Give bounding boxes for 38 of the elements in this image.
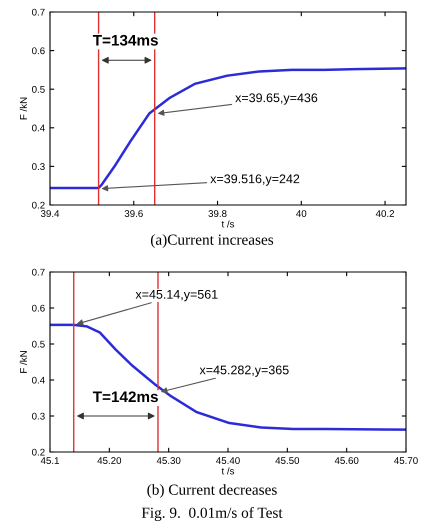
annotation: T=142ms (92, 391, 158, 402)
y-axis-title: F /kN (20, 98, 27, 120)
x-tick-label: 40.2 (376, 210, 394, 217)
x-tick-label: 45.30 (156, 457, 180, 464)
x-tick-label: 45.20 (97, 457, 122, 464)
x-tick-label: 45.70 (394, 457, 418, 464)
y-tick-label: 0.3 (32, 412, 45, 420)
line-series (50, 324, 406, 431)
x-tick-label: 40 (296, 210, 306, 217)
text: (b) Current decreases (147, 484, 277, 498)
y-tick-label: 0.3 (32, 163, 45, 170)
y-tick-label: 0.2 (32, 448, 45, 456)
x-tick-label: 45.60 (334, 457, 358, 464)
annotation: x=45.282,y=365 (200, 366, 289, 377)
annotation: x=39.516,y=242 (210, 174, 300, 186)
y-axis-title: F /kN (20, 351, 27, 373)
y-tick-label: 0.7 (32, 268, 45, 276)
x-tick-label: 39.8 (208, 210, 227, 217)
y-tick-label: 0.5 (32, 340, 45, 348)
x-tick-label: 45.40 (216, 457, 240, 464)
x-tick-label: 45.50 (275, 457, 300, 464)
y-tick-label: 0.2 (32, 202, 45, 209)
y-tick-label: 0.7 (32, 8, 45, 16)
x-tick-label: 39.6 (124, 210, 143, 217)
annotation: x=39.65,y=436 (235, 93, 318, 105)
y-tick-label: 0.4 (32, 376, 45, 384)
x-tick-label: 45.1 (40, 457, 59, 464)
annotation: T=134ms (92, 34, 158, 46)
caption: Fig. 9. 0.01m/s of Test (142, 506, 283, 522)
y-tick-label: 0.6 (32, 47, 45, 54)
x-tick-label: 39.4 (40, 210, 60, 217)
annotation: x=45.14,y=561 (136, 290, 218, 302)
y-tick-label: 0.5 (32, 86, 45, 93)
text: (a)Current increases (150, 234, 274, 248)
y-tick-label: 0.4 (32, 124, 45, 132)
x-axis-title: t /s (222, 467, 234, 474)
y-tick-label: 0.6 (32, 304, 45, 312)
x-axis-title: t /s (222, 220, 234, 228)
